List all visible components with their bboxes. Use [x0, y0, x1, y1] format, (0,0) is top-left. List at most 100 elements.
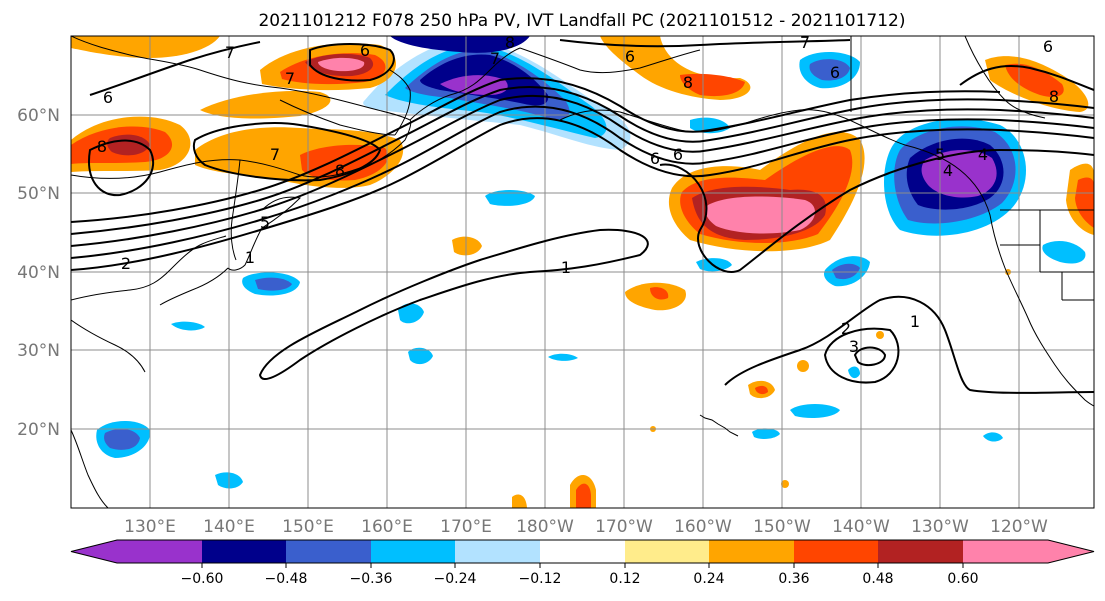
korea-china-coast: [71, 235, 227, 301]
lat-label: 20°N: [17, 420, 60, 440]
neg-anomaly-japan-inner: [255, 277, 292, 291]
pos-anomaly-dot-3: [781, 480, 789, 488]
contour-label: 8: [1049, 87, 1059, 106]
contour-label: 8: [683, 73, 693, 92]
contour-line-3: [71, 94, 1094, 247]
colorbar-tick-label: −0.48: [265, 571, 308, 587]
longitude-labels: 130°E 140°E 150°E 160°E 170°E 180°W 170°…: [124, 517, 1048, 537]
contour-label: 6: [1043, 37, 1053, 56]
contour-label: 1: [245, 248, 255, 267]
neg-anomaly-west-pacific-inner: [104, 428, 140, 450]
contour-line-1-closed: [258, 228, 649, 380]
contour-label: 6: [673, 145, 683, 164]
contour-label: 5: [935, 145, 945, 164]
neg-anomaly-tropics-4: [548, 353, 578, 361]
colorbar-tick-label: 0.60: [947, 571, 978, 587]
colorbar-tick-label: −0.24: [434, 571, 477, 587]
colorbar-segment: [71, 540, 202, 563]
chukotka-coast: [409, 47, 521, 121]
pos-anomaly-canada-inner: [1005, 63, 1064, 97]
alaska-west-coast: [519, 47, 701, 74]
contour-label: 6: [103, 88, 113, 107]
contour-line-5: [71, 77, 1001, 223]
pos-anomaly-northeast-asia: [200, 90, 331, 119]
neg-anomaly-china: [171, 321, 205, 331]
contour-line-7-north: [559, 39, 851, 48]
lon-label: 150°W: [753, 517, 811, 537]
contour-line-7-okhotsk: [192, 122, 382, 182]
hawaii: [699, 414, 739, 437]
contour-label: 6: [360, 41, 370, 60]
neg-anomaly-dot-1: [848, 366, 860, 379]
colorbar-tick-label: 0.24: [693, 571, 724, 587]
contour-label: 7: [270, 145, 280, 164]
neg-anomaly-subtropics-1: [398, 303, 424, 324]
contour-line-6-west: [89, 41, 261, 96]
neg-anomaly-north-pacific-1: [485, 190, 535, 206]
pv-contours: [71, 39, 1094, 394]
contour-line-2: [71, 105, 1094, 259]
okhotsk-coast: [71, 119, 412, 179]
contour-labels: 6 7 6 8 6 6 7 7 8 7 8 6 6 8 5 5 2 1 1 2: [97, 33, 1059, 356]
neg-anomaly-tropics-5: [983, 432, 1003, 442]
lon-label: 130°E: [124, 517, 176, 537]
contour-label: 3: [849, 337, 859, 356]
colorbar-tick-label: 0.48: [862, 571, 893, 587]
pos-anomaly-subtropics-inner: [755, 385, 768, 395]
japan-south: [159, 267, 229, 306]
contour-label: 4: [943, 161, 953, 180]
contour-label: 5: [260, 213, 270, 232]
contour-line-subtropics: [724, 295, 1094, 394]
pos-anomaly-okhotsk-inner: [300, 144, 389, 181]
colorbar-segment: [455, 540, 540, 563]
colorbar-tick-label: 0.12: [609, 571, 640, 587]
lat-label: 40°N: [17, 263, 60, 283]
contour-label: 6: [830, 63, 840, 82]
colorbar-segment: [709, 540, 794, 563]
lon-label: 180°W: [516, 517, 574, 537]
colorbar-segment: [625, 540, 709, 563]
colorbar: [70, 539, 1095, 568]
lon-label: 120°W: [990, 517, 1048, 537]
neg-anomaly-bering-peak: [440, 75, 508, 95]
contour-label: 8: [505, 33, 515, 52]
contour-line-3-closed: [853, 346, 887, 367]
contour-label: 4: [978, 145, 988, 164]
contour-label: 7: [225, 43, 235, 62]
pos-anomaly-us-west-inner: [1075, 177, 1094, 228]
contour-label: 2: [121, 254, 131, 273]
contour-line-4: [71, 86, 1094, 235]
contour-line-6-north: [309, 43, 395, 82]
lat-label: 50°N: [17, 184, 60, 204]
contour-label: 8: [335, 161, 345, 180]
contour-label: 2: [841, 319, 851, 338]
graticule: [71, 36, 1094, 508]
lon-label: 170°W: [595, 517, 653, 537]
japan-north: [227, 196, 302, 271]
contour-line-8-west: [88, 139, 155, 197]
colorbar-tick-label: 0.36: [778, 571, 809, 587]
china-coast: [71, 319, 146, 373]
colorbar-segment: [371, 540, 455, 563]
colorbar-tick-label: −0.12: [519, 571, 562, 587]
pos-anomaly-siberia-peak: [107, 134, 150, 156]
neg-anomaly-alaska-inner: [809, 59, 850, 81]
siberia-arctic-coast: [71, 36, 411, 121]
contour-line-6: [659, 148, 1094, 273]
lon-label: 160°E: [361, 517, 413, 537]
colorbar-tick-label: −0.60: [181, 571, 224, 587]
neg-anomaly-california: [1042, 240, 1086, 264]
pos-anomaly-arctic-1-peak: [318, 57, 365, 72]
contour-label: 7: [490, 49, 500, 68]
contour-line-2-closed: [823, 327, 900, 384]
pos-anomaly-small-1: [452, 236, 482, 256]
neg-anomaly-east-pacific-inner: [832, 263, 860, 280]
latitude-labels: 60°N 50°N 40°N 30°N 20°N: [17, 106, 60, 440]
contour-label: 1: [910, 312, 920, 331]
lon-label: 150°E: [282, 517, 334, 537]
neg-anomaly-tropics-2: [790, 404, 840, 418]
pos-anomaly-tropics-2: [512, 494, 527, 508]
pos-anomaly-dot-2: [876, 331, 884, 339]
neg-anomaly-tropics-3: [752, 428, 780, 439]
